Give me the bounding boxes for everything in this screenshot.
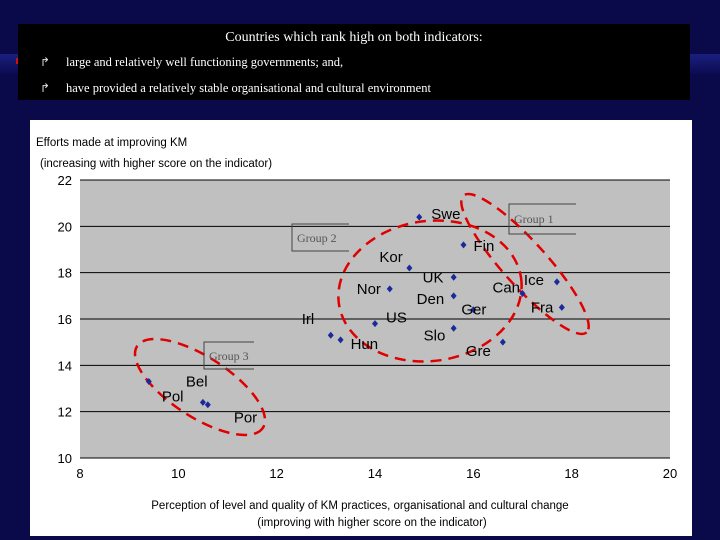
group-2-label: Group 2	[297, 231, 337, 245]
x-tick-label: 16	[466, 466, 480, 481]
group-1-label: Group 1	[514, 212, 554, 226]
point-fin	[460, 241, 467, 249]
point-label-irl: Irl	[302, 311, 315, 328]
y-axis-label-line2: (increasing with higher score on the ind…	[40, 158, 272, 170]
x-axis-label-line1: Perception of level and quality of KM pr…	[151, 500, 568, 512]
point-por	[204, 401, 211, 409]
group-2-outline	[337, 219, 523, 363]
point-ice	[553, 278, 560, 286]
gridlines	[80, 179, 670, 459]
x-tick-label: 20	[663, 466, 677, 481]
bullet-item: ↱ large and relatively well functioning …	[40, 55, 344, 70]
point-can	[519, 290, 526, 298]
point-label-ger: Ger	[461, 302, 486, 319]
y-tick-label: 10	[58, 451, 72, 466]
tick-labels: 10 12 14 16 18 20 22 8 10 12 14 16 18 20	[58, 173, 678, 481]
x-tick-label: 18	[564, 466, 578, 481]
point-label-bel: Bel	[186, 373, 208, 390]
data-points: Swe Fin Kor UK Nor Can Ice Fra Den Irl US Hun Slo Ger…	[145, 206, 565, 427]
point-label-uk: UK	[423, 269, 444, 286]
point-label-fra: Fra	[531, 299, 554, 316]
bullet-item: ↱ have provided a relatively stable orga…	[40, 81, 431, 96]
x-tick-label: 10	[171, 466, 185, 481]
y-tick-label: 12	[58, 405, 72, 420]
point-label-nor: Nor	[357, 281, 381, 298]
group-1-outline	[460, 192, 590, 336]
point-irl	[327, 331, 334, 339]
x-axis-label-line2: (improving with higher score on the indi…	[257, 517, 487, 529]
bullet-heading: Countries which rank high on both indica…	[225, 30, 483, 45]
point-label-swe: Swe	[431, 206, 460, 223]
x-tick-label: 12	[269, 466, 283, 481]
y-axis-label-line1: Efforts made at improving KM	[36, 137, 187, 149]
point-label-fin: Fin	[474, 238, 495, 255]
group-outlines: Group 1 Group 2 Group 3	[133, 192, 590, 437]
group-1-bracket	[508, 203, 576, 235]
group-3-label: Group 3	[209, 349, 249, 363]
group-3-outline	[133, 337, 267, 437]
point-label-kor: Kor	[379, 249, 402, 266]
point-label-us: US	[386, 310, 407, 327]
point-label-can: Can	[493, 280, 521, 297]
point-slo	[450, 324, 457, 332]
point-label-hun: Hun	[351, 336, 379, 353]
chart-panel: Efforts made at improving KM (increasing…	[30, 120, 692, 536]
point-swe	[416, 213, 423, 221]
point-uk	[450, 273, 457, 281]
bullet-arrow-icon: ↱	[40, 81, 51, 95]
point-label-den: Den	[417, 291, 445, 308]
point-label-slo: Slo	[424, 327, 446, 344]
scatter-chart: Efforts made at improving KM (increasing…	[36, 137, 678, 529]
x-tick-label: 14	[368, 466, 382, 481]
bullet-arrow-icon: ↱	[40, 55, 51, 69]
y-tick-label: 14	[58, 358, 72, 373]
point-bel	[199, 398, 206, 406]
point-ger	[470, 306, 477, 314]
point-label-por: Por	[234, 410, 257, 427]
point-nor	[386, 285, 393, 293]
y-tick-label: 22	[58, 173, 72, 188]
bullet-box: Countries which rank high on both indica…	[18, 24, 690, 100]
bullet-text: large and relatively well functioning go…	[66, 55, 344, 69]
point-us	[372, 320, 378, 328]
point-gre	[499, 338, 506, 346]
point-kor	[406, 264, 413, 272]
y-tick-label: 20	[58, 219, 72, 234]
x-tick-label: 8	[76, 466, 83, 481]
point-hun	[337, 336, 344, 344]
group-3-bracket	[203, 341, 254, 370]
point-fra	[558, 303, 565, 311]
point-label-ice: Ice	[524, 272, 544, 289]
y-tick-label: 18	[58, 266, 72, 281]
y-tick-label: 16	[58, 312, 72, 327]
point-label-pol: Pol	[162, 389, 184, 406]
point-den	[450, 292, 457, 300]
bullet-text: have provided a relatively stable organi…	[66, 81, 431, 95]
group-2-bracket	[291, 223, 349, 252]
point-pol	[145, 378, 152, 386]
point-label-gre: Gre	[466, 343, 491, 360]
